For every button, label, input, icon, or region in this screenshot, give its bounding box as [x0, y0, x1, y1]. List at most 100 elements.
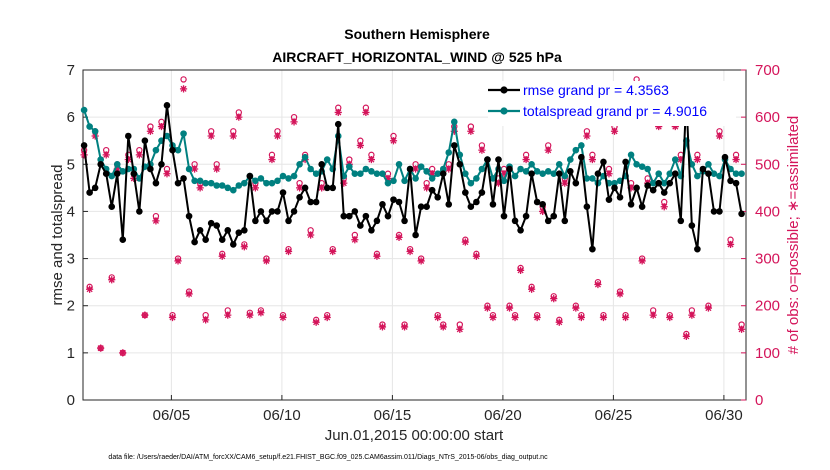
obs-assimilated-point [124, 155, 132, 164]
rmse-point [373, 217, 381, 225]
y-tick-label: 2 [67, 298, 75, 315]
rmse-point [699, 165, 707, 173]
spread-point [91, 127, 99, 135]
spread-point [224, 184, 232, 192]
rmse-point [252, 217, 259, 225]
spread-point [473, 175, 480, 182]
obs-assimilated-point [174, 257, 182, 265]
rmse-point [467, 203, 475, 211]
spread-point [279, 172, 287, 180]
rmse-point [196, 226, 204, 234]
rmse-point [627, 201, 635, 208]
rmse-point [655, 179, 663, 187]
rmse-point [185, 212, 193, 220]
y-axis-label-left: rmse and totalspread [49, 165, 66, 306]
y-tick-label: 3 [67, 251, 75, 268]
obs-assimilated-point [412, 165, 420, 173]
obs-assimilated-point [649, 311, 657, 319]
rmse-point [290, 208, 298, 215]
obs-assimilated-point [539, 207, 547, 216]
obs-assimilated-point [290, 118, 298, 126]
obs-assimilated-point [516, 266, 525, 274]
obs-assimilated-point [666, 313, 674, 322]
obs-assimilated-point [334, 108, 342, 117]
spread-point [86, 123, 93, 130]
rmse-point [368, 226, 375, 234]
legend-box [488, 81, 736, 126]
obs-assimilated-point [494, 179, 503, 187]
obs-assimilated-point [229, 132, 237, 140]
spread-point [467, 179, 475, 187]
x-tick-label: 06/10 [263, 407, 301, 424]
spread-point [390, 177, 397, 185]
spread-point [296, 160, 303, 168]
spread-point [439, 165, 447, 173]
obs-assimilated-point [533, 313, 541, 322]
rmse-point [329, 184, 337, 192]
spread-point [97, 156, 104, 163]
rmse-point [285, 217, 292, 225]
obs-assimilated-point [179, 85, 188, 93]
obs-assimilated-point [737, 325, 746, 333]
spread-point [401, 177, 408, 185]
obs-assimilated-point [202, 316, 210, 324]
obs-assimilated-point [97, 344, 105, 352]
spread-point [362, 165, 370, 173]
rmse-point [318, 160, 325, 168]
obs-assimilated-point [362, 108, 370, 117]
spread-point [174, 146, 182, 154]
y-right-tick-label: 0 [755, 392, 763, 409]
obs-assimilated-point [168, 313, 177, 322]
rmse-point [152, 179, 160, 187]
rmse-point [550, 212, 558, 220]
rmse-point [705, 170, 712, 178]
obs-assimilated-point [605, 170, 613, 178]
rmse-point [473, 198, 480, 206]
rmse-point [207, 219, 215, 227]
obs-assimilated-point [522, 155, 530, 164]
obs-assimilated-point [671, 122, 679, 131]
spread-point [478, 165, 486, 173]
obs-assimilated-point [395, 233, 403, 241]
spread-point [191, 177, 198, 185]
rmse-point [732, 179, 740, 187]
obs-assimilated-point [500, 170, 508, 178]
rmse-point [423, 203, 430, 211]
obs-assimilated-point [704, 304, 713, 312]
spread-point [649, 179, 657, 187]
obs-assimilated-point [417, 257, 425, 265]
spread-point [357, 170, 364, 178]
obs-assimilated-point [467, 127, 475, 135]
rmse-point [346, 212, 353, 220]
rmse-point [263, 217, 270, 225]
obs-assimilated-point [715, 132, 724, 140]
spread-point [694, 172, 701, 180]
rmse-point [241, 226, 248, 234]
obs-assimilated-point [351, 236, 359, 244]
spread-point [379, 170, 386, 178]
obs-assimilated-point [141, 311, 149, 319]
rmse-point [649, 186, 657, 194]
spread-point [434, 170, 442, 178]
rmse-point [119, 236, 127, 244]
obs-assimilated-point [356, 141, 364, 150]
spread-point [285, 175, 292, 182]
y-tick-label: 4 [67, 203, 75, 220]
spread-point [417, 163, 425, 170]
obs-assimilated-point [307, 231, 315, 239]
x-tick-label: 06/30 [705, 407, 743, 424]
obs-assimilated-point [163, 170, 171, 178]
rmse-point [229, 241, 237, 248]
obs-assimilated-point [312, 318, 320, 326]
y-right-tick-label: 100 [755, 345, 780, 362]
obs-assimilated-point [268, 155, 276, 164]
rmse-point [180, 175, 187, 182]
obs-assimilated-point [638, 257, 646, 265]
rmse-point [716, 208, 723, 215]
obs-assimilated-point [113, 165, 121, 173]
obs-assimilated-point [544, 146, 552, 154]
obs-assimilated-point [583, 132, 591, 140]
rmse-point [323, 184, 331, 192]
spread-point [544, 168, 552, 175]
spread-point [263, 179, 270, 187]
